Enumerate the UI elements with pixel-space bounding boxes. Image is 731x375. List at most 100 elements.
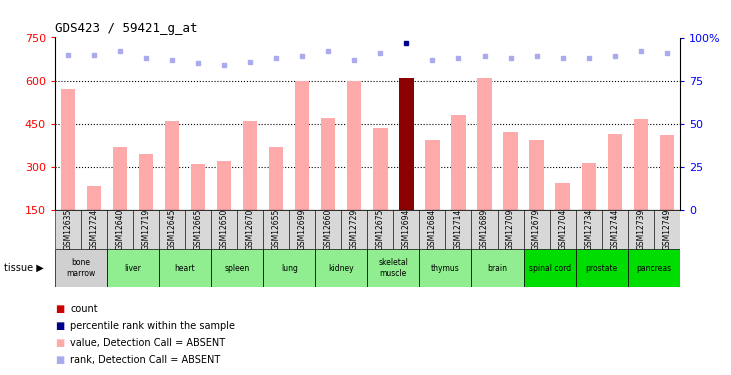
Bar	[420, 249, 471, 287]
Bar	[420, 210, 445, 249]
Text: tissue ▶: tissue ▶	[4, 263, 43, 273]
Text: GSM12694: GSM12694	[402, 209, 411, 251]
Bar	[425, 140, 439, 210]
Bar	[315, 210, 341, 249]
Text: GSM12749: GSM12749	[662, 209, 671, 251]
Bar	[211, 210, 237, 249]
Bar	[321, 118, 336, 210]
Bar	[159, 210, 185, 249]
Bar	[107, 249, 159, 287]
Text: GSM12699: GSM12699	[298, 209, 307, 251]
Text: GSM12714: GSM12714	[454, 209, 463, 251]
Text: thymus: thymus	[431, 264, 460, 273]
Bar	[659, 135, 674, 210]
Text: GDS423 / 59421_g_at: GDS423 / 59421_g_at	[55, 22, 197, 35]
Bar	[87, 186, 101, 210]
Bar	[243, 121, 257, 210]
Bar	[295, 81, 309, 210]
Text: liver: liver	[124, 264, 141, 273]
Text: spinal cord: spinal cord	[529, 264, 571, 273]
Text: spleen: spleen	[224, 264, 250, 273]
Bar	[477, 78, 492, 210]
Text: GSM12635: GSM12635	[64, 209, 72, 251]
Text: GSM12650: GSM12650	[219, 209, 229, 251]
Bar	[107, 210, 133, 249]
Bar	[133, 210, 159, 249]
Bar	[374, 128, 387, 210]
Bar	[211, 249, 263, 287]
Bar	[471, 210, 498, 249]
Text: GSM12704: GSM12704	[558, 209, 567, 251]
Bar	[556, 183, 569, 210]
Text: pancreas: pancreas	[636, 264, 671, 273]
Bar	[582, 163, 596, 210]
Bar	[451, 115, 466, 210]
Text: value, Detection Call = ABSENT: value, Detection Call = ABSENT	[70, 338, 225, 348]
Text: rank, Detection Call = ABSENT: rank, Detection Call = ABSENT	[70, 355, 221, 365]
Bar	[628, 249, 680, 287]
Text: GSM12689: GSM12689	[480, 209, 489, 251]
Text: GSM12719: GSM12719	[142, 209, 151, 251]
Bar	[191, 164, 205, 210]
Bar	[367, 249, 420, 287]
Bar	[269, 147, 284, 210]
Bar	[607, 134, 622, 210]
Bar	[61, 89, 75, 210]
Bar	[498, 210, 523, 249]
Bar	[654, 210, 680, 249]
Text: GSM12675: GSM12675	[376, 209, 385, 251]
Bar	[315, 249, 367, 287]
Bar	[165, 121, 179, 210]
Text: GSM12729: GSM12729	[350, 209, 359, 251]
Bar	[399, 78, 414, 210]
Bar	[445, 210, 471, 249]
Text: GSM12709: GSM12709	[506, 209, 515, 251]
Text: GSM12660: GSM12660	[324, 209, 333, 251]
Text: percentile rank within the sample: percentile rank within the sample	[70, 321, 235, 331]
Text: kidney: kidney	[328, 264, 354, 273]
Text: GSM12684: GSM12684	[428, 209, 437, 251]
Bar	[602, 210, 628, 249]
Bar	[139, 154, 153, 210]
Text: GSM12640: GSM12640	[115, 209, 124, 251]
Text: bone
marrow: bone marrow	[67, 258, 96, 278]
Text: GSM12739: GSM12739	[636, 209, 645, 251]
Text: GSM12734: GSM12734	[584, 209, 593, 251]
Bar	[628, 210, 654, 249]
Bar	[341, 210, 367, 249]
Bar	[504, 132, 518, 210]
Text: ■: ■	[56, 355, 64, 365]
Bar	[81, 210, 107, 249]
Text: ■: ■	[56, 338, 64, 348]
Text: count: count	[70, 304, 98, 314]
Bar	[263, 249, 315, 287]
Text: ■: ■	[56, 321, 64, 331]
Bar	[185, 210, 211, 249]
Bar	[575, 210, 602, 249]
Bar	[113, 147, 127, 210]
Bar	[575, 249, 628, 287]
Text: lung: lung	[281, 264, 298, 273]
Text: GSM12645: GSM12645	[167, 209, 176, 251]
Bar	[347, 81, 361, 210]
Text: GSM12744: GSM12744	[610, 209, 619, 251]
Bar	[471, 249, 523, 287]
Bar	[393, 210, 420, 249]
Bar	[263, 210, 289, 249]
Bar	[367, 210, 393, 249]
Bar	[217, 161, 231, 210]
Text: GSM12679: GSM12679	[532, 209, 541, 251]
Text: GSM12670: GSM12670	[246, 209, 254, 251]
Text: heart: heart	[175, 264, 195, 273]
Text: skeletal
muscle: skeletal muscle	[379, 258, 409, 278]
Text: GSM12665: GSM12665	[194, 209, 202, 251]
Bar	[529, 140, 544, 210]
Text: GSM12724: GSM12724	[89, 209, 99, 251]
Bar	[523, 210, 550, 249]
Bar	[523, 249, 575, 287]
Bar	[159, 249, 211, 287]
Text: brain: brain	[488, 264, 507, 273]
Bar	[550, 210, 575, 249]
Text: prostate: prostate	[586, 264, 618, 273]
Text: ■: ■	[56, 304, 64, 314]
